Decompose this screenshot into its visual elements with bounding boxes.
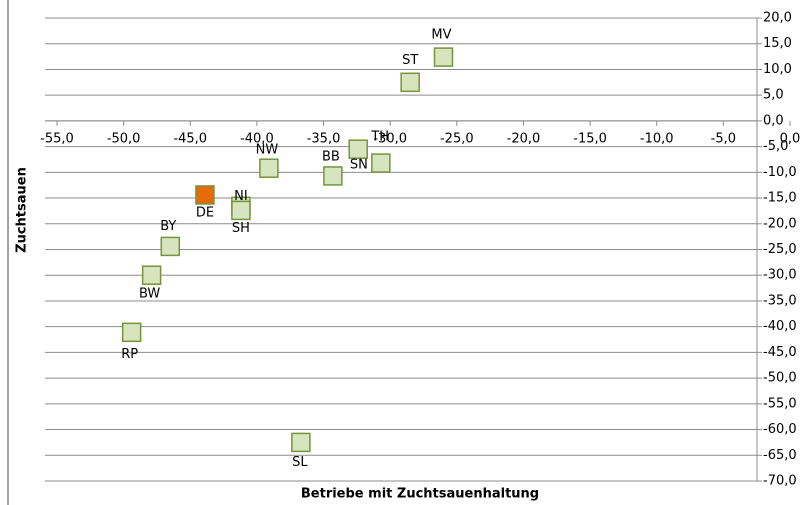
y-tick-label: -40,0: [763, 319, 797, 334]
x-tick-label: -20,0: [507, 131, 541, 146]
y-tick-label: -5,0: [763, 139, 788, 154]
y-tick-label: -15,0: [763, 191, 797, 206]
marker: [348, 139, 368, 159]
y-tick-label: -60,0: [763, 422, 797, 437]
y-tick-label: -35,0: [763, 293, 797, 308]
point-label: MV: [431, 28, 451, 43]
point-label: RP: [121, 347, 138, 362]
x-tick-label: -30,0: [373, 131, 407, 146]
point-label: SH: [232, 221, 250, 236]
y-tick-label: -10,0: [763, 165, 797, 180]
y-tick-label: -20,0: [763, 216, 797, 231]
marker: [291, 432, 311, 453]
marker: [160, 236, 181, 257]
point-label: TH: [370, 130, 389, 145]
marker: [231, 200, 251, 221]
y-tick-label: 5,0: [763, 88, 784, 103]
point-label: ST: [402, 53, 418, 68]
marker: [371, 153, 391, 173]
marker: [259, 158, 279, 178]
y-tick-label: 0,0: [763, 113, 784, 128]
point-label: BW: [139, 287, 160, 302]
x-tick-label: -40,0: [240, 131, 274, 146]
marker: [195, 185, 215, 205]
y-tick-label: -30,0: [763, 268, 797, 283]
y-tick-label: -70,0: [763, 474, 797, 489]
point-label: NI: [234, 189, 248, 204]
point-label: DE: [196, 205, 214, 220]
y-tick-label: -50,0: [763, 371, 797, 386]
x-tick-label: -25,0: [440, 131, 474, 146]
point-label: NW: [256, 143, 279, 158]
point-label: BB: [322, 149, 340, 164]
point-label: BY: [160, 219, 176, 234]
y-tick-label: 10,0: [763, 62, 792, 77]
marker: [400, 72, 420, 93]
y-tick-label: -25,0: [763, 242, 797, 257]
x-tick-label: -55,0: [40, 131, 74, 146]
marker: [121, 322, 142, 343]
x-axis-title: Betriebe mit Zuchtsauenhaltung: [301, 487, 539, 502]
x-tick-label: -5,0: [711, 131, 736, 146]
y-tick-label: -55,0: [763, 396, 797, 411]
y-tick-label: -45,0: [763, 345, 797, 360]
y-tick-label: 20,0: [763, 11, 792, 26]
y-axis-title: Zuchtsauen: [15, 167, 30, 253]
x-tick-label: -50,0: [107, 131, 141, 146]
x-tick-label: -15,0: [573, 131, 607, 146]
point-label: SN: [350, 158, 368, 173]
x-tick-label: -35,0: [307, 131, 341, 146]
x-tick-label: -10,0: [640, 131, 674, 146]
y-tick-label: -65,0: [763, 448, 797, 463]
marker: [433, 47, 454, 67]
point-label: SL: [292, 455, 308, 470]
marker: [323, 166, 343, 186]
marker: [141, 265, 162, 285]
y-tick-label: 15,0: [763, 36, 792, 51]
x-tick-label: 0,0: [780, 131, 801, 146]
x-tick-label: -45,0: [173, 131, 207, 146]
